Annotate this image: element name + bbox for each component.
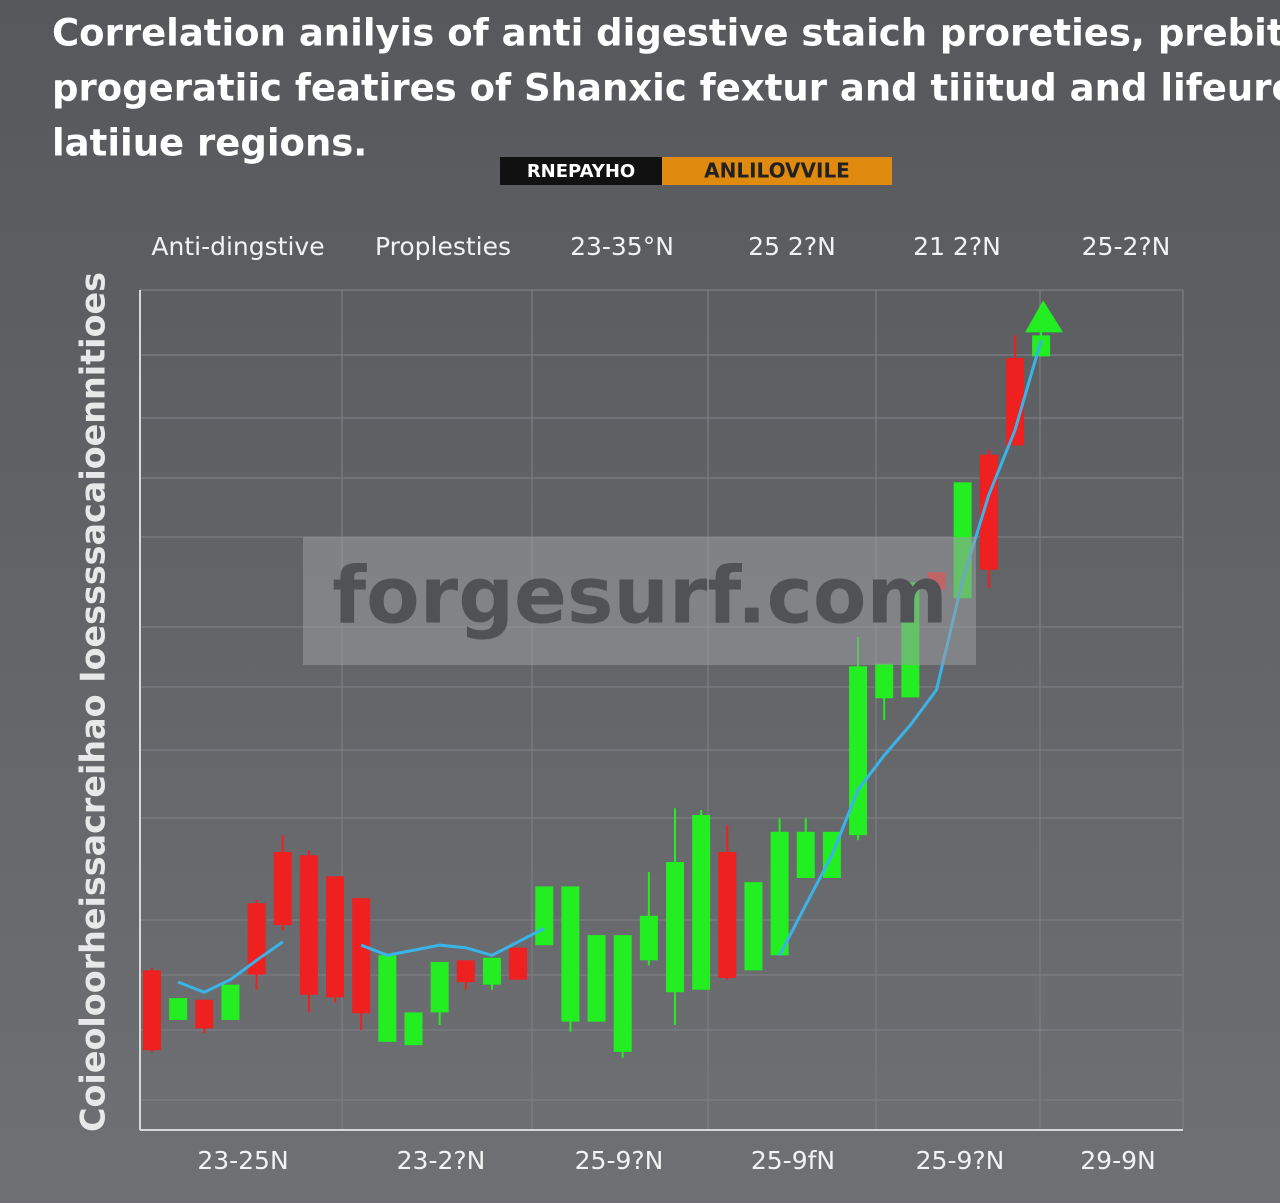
badge-left-bg (500, 157, 662, 185)
trend-line (778, 339, 1043, 956)
candle-body (404, 1012, 423, 1046)
badge-right-bg (662, 157, 892, 185)
candle-body (535, 886, 554, 946)
chart-title: latiiue regions. (52, 122, 367, 165)
candle-body (770, 831, 789, 956)
candle-body (143, 970, 161, 1051)
plot (143, 300, 1064, 1058)
candle-body (273, 851, 292, 926)
candle-body (352, 898, 371, 1014)
x-tick-label: 25-9?N (575, 1146, 664, 1175)
candle-body (875, 663, 894, 699)
x-tick-label: 29-9N (1080, 1146, 1155, 1175)
candle-body (378, 955, 397, 1042)
top-axis-label: 25 2?N (748, 232, 836, 261)
candle-body (744, 882, 763, 971)
candle-body (849, 666, 868, 836)
trend-line (177, 940, 284, 994)
candle-body (796, 831, 815, 878)
x-tick-label: 25-9fN (751, 1146, 835, 1175)
chart-title: Correlation anilyis of anti digestive st… (52, 12, 1280, 55)
badge-left: RNEPAYHO (527, 161, 635, 182)
candle-body (482, 957, 501, 985)
candle-body (169, 998, 188, 1020)
top-axis-label: Proplesties (375, 232, 511, 261)
x-tick-label: 23-25N (197, 1146, 288, 1175)
top-axis-label: 21 2?N (913, 232, 1001, 261)
candle-body (639, 915, 658, 961)
candle-body (692, 815, 711, 990)
watermark-box (303, 537, 976, 665)
candle-body (613, 935, 632, 1052)
candle-body (561, 886, 580, 1022)
candle-body (195, 999, 214, 1029)
candle-body (509, 947, 528, 980)
candle-body (1005, 358, 1024, 446)
top-axis-label: 25-2?N (1082, 232, 1171, 261)
y-axis-label: Coieoloorheissacreihao Ioessssacaioennit… (74, 272, 114, 1132)
x-tick-label: 25-9?N (916, 1146, 1005, 1175)
trend-arrow (1025, 300, 1064, 333)
candle-body (299, 855, 318, 995)
candle-body (666, 862, 684, 993)
chart-title: progeratiic featires of Shanxic fextur a… (52, 67, 1280, 110)
candle-body (1032, 335, 1051, 357)
top-axis-label: Anti-dingstive (151, 232, 324, 261)
candle-body (430, 962, 449, 1013)
x-tick-label: 23-2?N (397, 1146, 486, 1175)
watermark: forgesurf.com (332, 551, 948, 641)
candle-body (221, 984, 240, 1020)
trend-line (360, 927, 545, 957)
candle-body (456, 960, 475, 983)
badge-right: ANLILOVVILE (704, 159, 850, 183)
top-axis-label: 23-35°N (570, 232, 674, 261)
candle-body (718, 851, 737, 978)
candle-body (587, 935, 606, 1022)
candle-body (326, 876, 345, 998)
